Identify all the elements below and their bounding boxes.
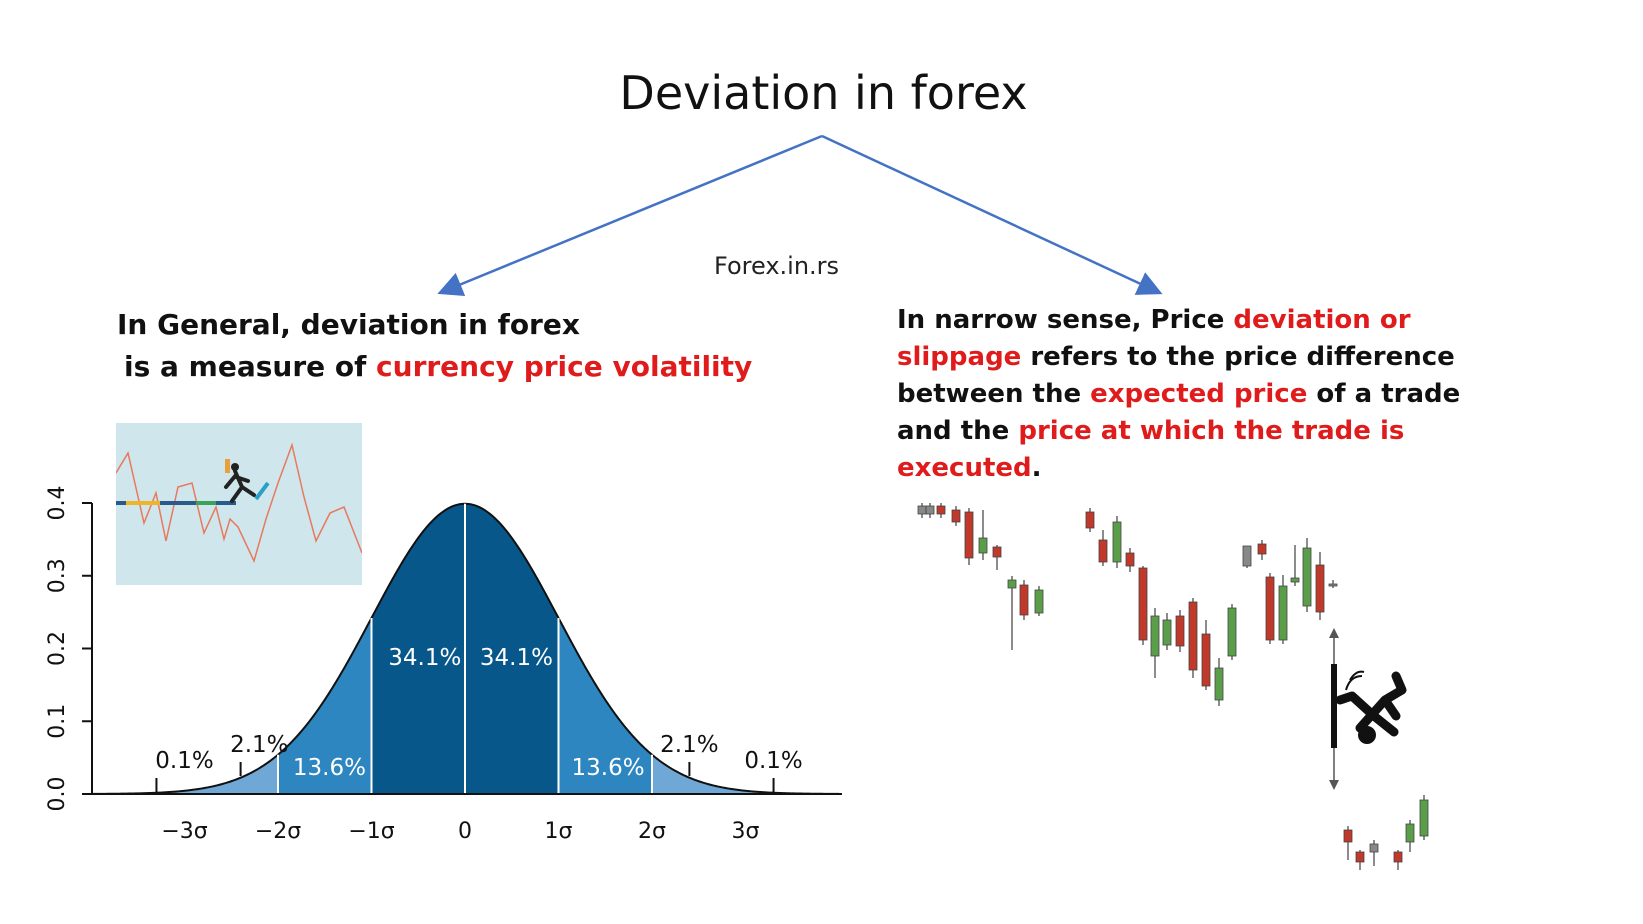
right-seg-1: In narrow sense, Price — [897, 305, 1234, 335]
y-tick-label: 0.0 — [45, 777, 70, 812]
right-description: In narrow sense, Price deviation or slip… — [897, 302, 1497, 487]
candle-body — [1257, 543, 1267, 555]
candle-body — [1355, 851, 1365, 863]
x-tick-label: 1σ — [545, 819, 573, 844]
candle-body — [951, 509, 961, 523]
right-seg-5: of a trade and the — [897, 379, 1461, 446]
x-tick-label: −1σ — [348, 819, 394, 844]
x-tick-label: 2σ — [638, 819, 666, 844]
candle-body — [1328, 583, 1338, 587]
watermark: Forex.in.rs — [714, 252, 840, 280]
runner-head — [231, 463, 239, 471]
left-arrow — [437, 134, 823, 296]
right-seg-2: deviation or slippage — [897, 305, 1411, 372]
region-label: 0.1% — [155, 748, 213, 774]
runner-slash — [254, 481, 270, 501]
volatility-illustration — [115, 423, 363, 585]
volatility-line-image — [115, 442, 363, 564]
candle-body — [1085, 511, 1095, 529]
right-seg-3: refers to the price difference between t… — [897, 342, 1455, 409]
region-label: 2.1% — [660, 732, 718, 758]
x-tick-label: −2σ — [255, 819, 301, 844]
falling-motion-lines — [1345, 670, 1365, 691]
candle-body — [1188, 601, 1198, 671]
candle-body — [1019, 584, 1029, 616]
right-seg-6: price at which the trade is executed — [897, 416, 1405, 483]
region-label: 34.1% — [480, 645, 553, 671]
left-description: In General, deviation in forex is a meas… — [117, 304, 752, 388]
right-seg-4: expected price — [1090, 379, 1308, 409]
candle-body — [964, 511, 974, 559]
candle-body — [1112, 521, 1122, 563]
candle-body — [1315, 564, 1325, 613]
candle-body — [1419, 799, 1429, 837]
x-tick-label: 3σ — [732, 819, 760, 844]
page-title: Deviation in forex — [619, 66, 1028, 120]
region-label: 0.1% — [744, 748, 802, 774]
candle-body — [1098, 539, 1108, 563]
x-tick-label: 0 — [458, 819, 472, 844]
candle-body — [1125, 552, 1135, 567]
right-seg-7: . — [1031, 453, 1042, 483]
region-label: 13.6% — [572, 755, 645, 781]
runner-body — [224, 469, 256, 503]
region-left-tail — [91, 754, 278, 794]
candle-body — [1227, 607, 1237, 657]
falling-person-body — [1335, 671, 1407, 737]
candle-body — [917, 505, 927, 515]
candle-body — [1369, 843, 1379, 853]
left-line-2: is a measure of currency price volatilit… — [117, 346, 752, 388]
volatility-line — [115, 442, 363, 564]
candle-body — [1278, 585, 1288, 641]
left-line-2-prefix: is a measure of — [124, 350, 377, 383]
runner-flag — [225, 459, 230, 473]
region-right-tail — [652, 754, 839, 794]
region-label: 34.1% — [388, 645, 461, 671]
gap-bar — [1331, 664, 1337, 748]
candle-body — [1138, 567, 1148, 641]
candle-body — [1201, 633, 1211, 687]
candle-body — [1242, 545, 1252, 567]
region-label: 13.6% — [293, 755, 366, 781]
candle-body — [1302, 547, 1312, 607]
region-label: 2.1% — [230, 732, 288, 758]
gap-arrow-head-up — [1329, 628, 1339, 638]
candle-body — [1405, 823, 1415, 843]
y-tick-label: 0.1 — [45, 704, 70, 739]
candle-body — [1343, 829, 1353, 843]
candle-body — [1214, 667, 1224, 701]
x-tick-label: −3σ — [161, 819, 207, 844]
candle-body — [1393, 851, 1403, 863]
candle-body — [1175, 615, 1185, 647]
candle-body — [936, 505, 946, 515]
left-line-1: In General, deviation in forex — [117, 308, 580, 341]
candle-body — [1150, 615, 1160, 657]
y-tick-label: 0.2 — [45, 631, 70, 666]
left-line-2-highlight: currency price volatility — [376, 350, 753, 383]
candle-body — [925, 505, 935, 515]
candle-body — [992, 546, 1002, 558]
y-tick-label: 0.3 — [45, 558, 70, 593]
candle-body — [1034, 589, 1044, 614]
candle-body — [1265, 576, 1275, 641]
candle-body — [1162, 619, 1172, 646]
candle-body — [1290, 577, 1300, 583]
gap-arrow-head-down — [1329, 780, 1339, 790]
candle-body — [1007, 579, 1017, 589]
right-arrow — [821, 134, 1163, 295]
y-tick-label: 0.4 — [45, 486, 70, 521]
candle-body — [978, 537, 988, 554]
